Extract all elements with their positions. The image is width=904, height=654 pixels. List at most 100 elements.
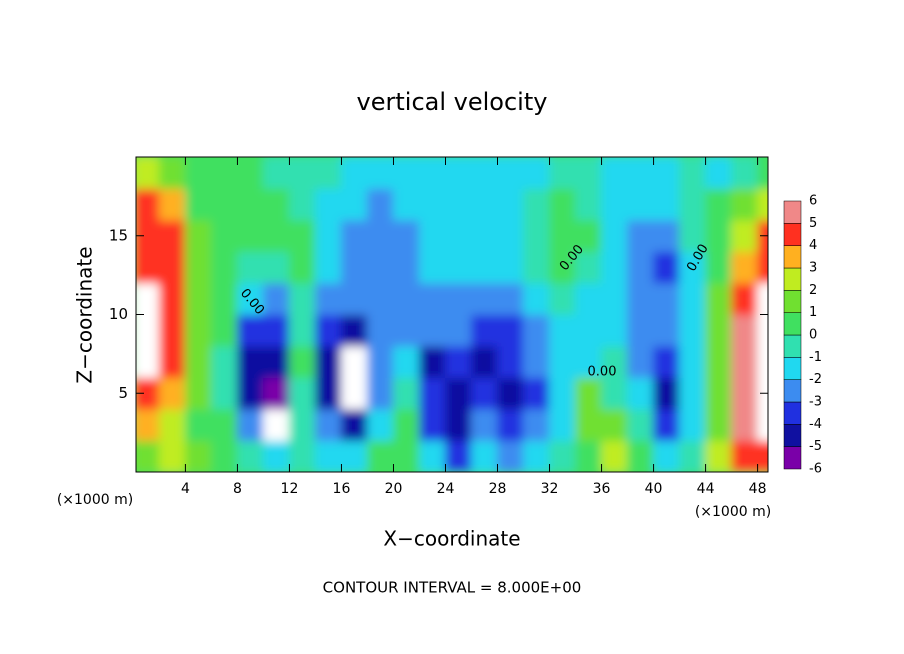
field-cell [262,219,290,252]
field-cell [497,251,525,284]
field-cell [653,408,681,441]
field-cell [731,157,759,189]
field-cell [471,345,499,378]
x-tick-label: 40 [645,481,663,497]
field-cell [653,157,681,189]
field-cell [757,345,768,378]
colorbar-label: -3 [809,395,822,410]
field-cell [392,157,420,189]
field-cell [136,157,160,189]
field-cell [392,282,420,315]
field-cell [627,282,655,315]
x-tick-label: 32 [541,481,559,497]
field-cell [158,345,186,378]
footer-note: CONTOUR INTERVAL = 8.000E+00 [323,579,582,597]
y-tick-label: 15 [109,226,128,244]
field-cell [236,188,264,221]
field-cell [757,408,768,441]
field-cell [679,219,707,252]
field-cell [262,314,290,347]
field-cell [366,282,394,315]
colorbar-label: 2 [809,283,817,298]
field-cell [549,188,577,221]
field-cell [236,408,264,441]
field-cell [653,188,681,221]
field-cell [601,251,629,284]
field-cell [184,408,212,441]
colorbar-swatch [783,379,802,403]
y-axis-label: Z−coordinate [73,246,97,383]
field-cell [444,377,473,410]
field-cell [392,314,420,347]
colorbar-swatch [783,357,802,380]
field-cell [679,377,707,410]
field-cell [705,251,733,284]
field-cell [601,188,629,221]
field-cell [158,282,186,315]
field-cell [184,377,212,410]
field-cell [705,345,733,378]
field-cell [471,408,499,441]
colorbar-swatch [783,290,802,313]
field-cell [314,251,342,284]
field-cell [705,157,733,189]
field-cell [575,157,603,189]
field-cell [366,251,394,284]
field-cell [471,251,499,284]
field-cell [262,188,290,221]
field-cell [523,345,551,378]
field-cell [366,377,394,410]
field-cell [731,440,759,472]
x-tick-label: 12 [281,481,299,497]
field-cell [184,157,212,189]
field-cell [418,408,446,441]
field-cell [288,440,316,472]
field-cell [757,282,768,315]
field-cell [471,440,499,472]
field-cell [627,188,655,221]
field-cell [288,251,316,284]
field-cell [549,345,577,378]
field-cell [184,188,212,221]
field-cell [731,188,759,221]
colorbar-swatch [783,267,802,291]
field-cell [366,157,394,189]
field-cell [262,408,290,441]
field-cell [471,314,499,347]
field-cell [757,188,768,221]
field-cell [236,314,264,347]
field-cell [627,377,655,410]
field-cell [523,408,551,441]
field-cell [210,314,238,347]
field-cell [627,440,655,472]
field-cell [418,345,446,378]
field-cell [392,251,420,284]
field-cell [653,345,681,378]
field-cell [523,440,551,472]
field-cell [340,408,368,441]
field-cell [210,188,238,221]
field-cell [158,377,186,410]
field-cell [731,314,759,347]
field-cell [705,408,733,441]
x-unit-label: (×1000 m) [695,504,771,520]
field-cell [549,282,577,315]
field-cell [705,440,733,472]
field-cell [288,345,316,378]
field-cell [601,440,629,472]
field-cell [158,440,186,472]
field-cell [236,345,264,378]
field-cell [236,377,264,410]
field-cell [601,219,629,252]
field-cell [601,377,629,410]
field-cell [679,157,707,189]
field-cell [601,157,629,189]
colorbar-swatch [783,401,802,425]
colorbar-label: 5 [809,216,817,231]
x-tick-label: 44 [697,481,715,497]
field-cell [575,314,603,347]
field-cell [184,345,212,378]
field-cell [523,314,551,347]
field-cell [731,282,759,315]
field-cell [366,345,394,378]
